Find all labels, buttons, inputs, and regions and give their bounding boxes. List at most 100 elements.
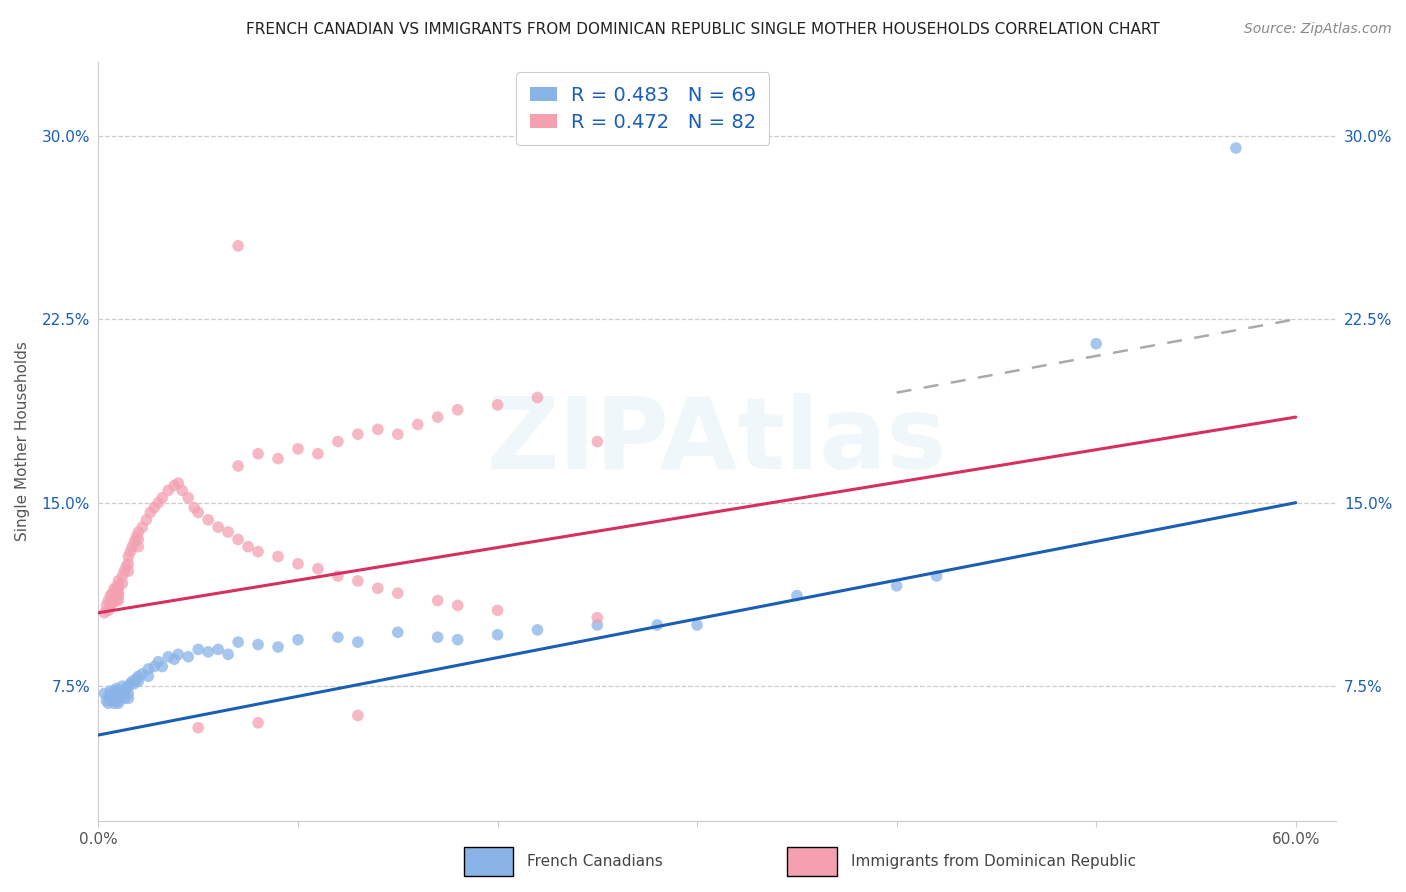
Point (167, 648, 190, 662)
Point (101, 596, 124, 610)
Point (111, 679, 134, 693)
Point (125, 530, 148, 544)
Point (107, 689, 129, 703)
Point (107, 589, 129, 603)
Point (107, 696, 129, 710)
Point (107, 686, 129, 700)
Point (226, 239, 249, 253)
Point (120, 544, 142, 558)
Point (112, 684, 135, 698)
Point (426, 630, 449, 644)
Point (107, 574, 129, 588)
Point (287, 632, 309, 647)
Point (115, 681, 138, 696)
Point (131, 666, 153, 681)
Point (247, 715, 270, 730)
Point (586, 434, 609, 449)
Point (167, 476, 190, 491)
Point (117, 549, 139, 564)
Point (111, 686, 134, 700)
Point (117, 564, 139, 578)
Point (267, 640, 290, 654)
Point (347, 574, 370, 588)
Point (100, 691, 122, 706)
Point (347, 427, 370, 442)
Point (97, 696, 120, 710)
Point (105, 689, 128, 703)
Point (105, 593, 128, 607)
Point (526, 391, 548, 405)
Point (124, 534, 146, 549)
Point (387, 625, 409, 640)
Point (307, 447, 329, 461)
Point (97, 603, 120, 617)
Y-axis label: Single Mother Households: Single Mother Households (15, 342, 31, 541)
Text: Immigrants from Dominican Republic: Immigrants from Dominican Republic (851, 855, 1136, 869)
Point (150, 659, 173, 673)
Point (197, 513, 219, 527)
Point (267, 549, 290, 564)
Point (127, 540, 149, 554)
Point (247, 638, 270, 652)
Point (326, 569, 349, 583)
Point (103, 691, 125, 706)
Point (367, 422, 389, 436)
Point (96, 694, 118, 708)
Point (172, 483, 194, 498)
Point (177, 649, 200, 664)
Point (101, 686, 124, 700)
Point (143, 659, 166, 673)
Point (207, 642, 229, 657)
Point (686, 618, 709, 632)
Point (103, 684, 125, 698)
Point (93, 606, 115, 620)
Point (177, 491, 200, 505)
Point (135, 513, 157, 527)
Point (112, 564, 135, 578)
Text: Source: ZipAtlas.com: Source: ZipAtlas.com (1244, 22, 1392, 37)
Point (157, 483, 180, 498)
Point (111, 576, 134, 591)
Point (100, 589, 122, 603)
Point (107, 691, 129, 706)
Point (886, 579, 908, 593)
Point (187, 642, 209, 657)
Point (131, 520, 153, 534)
Point (226, 635, 249, 649)
Point (163, 478, 186, 492)
Point (426, 410, 449, 425)
Point (226, 458, 249, 473)
Text: French Canadians: French Canadians (527, 855, 664, 869)
Point (105, 681, 128, 696)
Point (217, 648, 239, 662)
Point (143, 500, 166, 515)
Point (100, 684, 122, 698)
Point (247, 544, 270, 558)
Text: ZIPAtlas: ZIPAtlas (486, 393, 948, 490)
Point (197, 645, 219, 659)
Point (127, 674, 149, 689)
Point (486, 398, 509, 412)
Point (117, 679, 139, 693)
Point (925, 569, 948, 583)
Point (163, 652, 186, 666)
Point (236, 540, 259, 554)
Point (107, 694, 129, 708)
Point (287, 442, 309, 456)
Point (157, 649, 180, 664)
Point (207, 520, 229, 534)
Point (107, 582, 129, 596)
Point (136, 662, 159, 676)
Point (150, 491, 173, 505)
Point (103, 696, 125, 710)
Point (426, 593, 449, 607)
Point (105, 589, 128, 603)
Point (107, 684, 129, 698)
Point (347, 635, 370, 649)
Point (107, 586, 129, 600)
Point (486, 628, 509, 642)
Point (103, 591, 125, 605)
Point (115, 559, 138, 574)
Point (97, 593, 120, 607)
Point (121, 674, 143, 689)
